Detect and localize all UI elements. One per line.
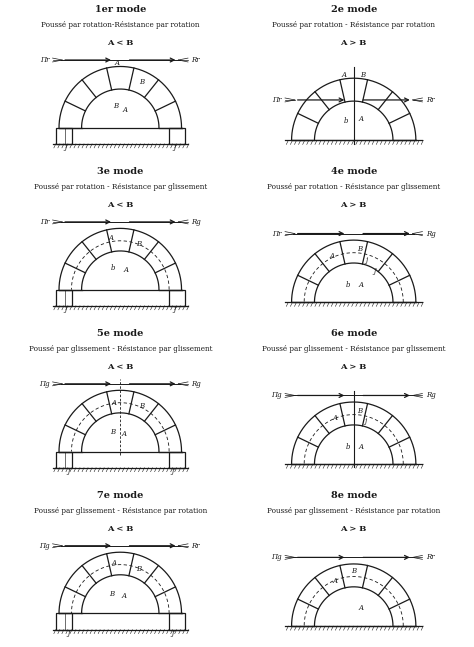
Text: A: A xyxy=(109,234,114,241)
Text: Rg: Rg xyxy=(191,380,201,388)
Bar xyxy=(56,613,65,630)
Text: A > B: A > B xyxy=(340,525,367,533)
Text: B: B xyxy=(136,239,141,248)
Bar xyxy=(169,452,185,468)
Text: Poussé par rotation-Résistance par rotation: Poussé par rotation-Résistance par rotat… xyxy=(41,21,200,28)
Text: 2e mode: 2e mode xyxy=(330,5,377,14)
Text: j: j xyxy=(67,467,69,475)
Text: A: A xyxy=(358,115,363,123)
Text: Poussé par glissement - Résistance par glissement: Poussé par glissement - Résistance par g… xyxy=(262,345,446,353)
Text: A: A xyxy=(122,592,127,600)
Text: b: b xyxy=(344,116,348,125)
Text: j': j' xyxy=(173,305,177,313)
Text: Rg: Rg xyxy=(426,391,436,399)
Text: b: b xyxy=(346,281,350,289)
Text: B: B xyxy=(113,102,118,111)
Text: A: A xyxy=(329,252,335,259)
Text: A: A xyxy=(358,443,363,450)
Text: j': j' xyxy=(374,267,377,275)
Bar xyxy=(56,127,65,144)
Text: Πg: Πg xyxy=(39,380,49,388)
Text: Rr: Rr xyxy=(426,553,434,562)
Text: Poussé par rotation - Résistance par glissement: Poussé par rotation - Résistance par gli… xyxy=(267,182,440,191)
Text: 6e mode: 6e mode xyxy=(330,329,377,338)
Bar xyxy=(56,613,72,630)
Text: Poussé par glissement - Résistance par rotation: Poussé par glissement - Résistance par r… xyxy=(267,507,440,514)
Bar xyxy=(56,452,72,468)
Text: A: A xyxy=(112,559,117,567)
Text: Poussé par rotation - Résistance par glissement: Poussé par rotation - Résistance par gli… xyxy=(34,182,207,191)
Text: j: j xyxy=(64,143,66,151)
Text: A > B: A > B xyxy=(340,39,367,47)
Bar xyxy=(169,613,185,630)
Text: Rg: Rg xyxy=(426,230,436,237)
Text: Πg: Πg xyxy=(39,542,49,550)
Text: A: A xyxy=(112,399,117,406)
Bar xyxy=(56,127,72,144)
Text: Πr: Πr xyxy=(272,96,282,104)
Text: A: A xyxy=(124,267,128,274)
Text: 4e mode: 4e mode xyxy=(330,168,377,177)
Text: A: A xyxy=(333,577,337,586)
Text: B: B xyxy=(351,567,356,575)
Text: B: B xyxy=(110,428,115,436)
Text: j: j xyxy=(67,629,69,637)
Text: Πg: Πg xyxy=(271,553,282,562)
Text: Πr: Πr xyxy=(40,218,49,226)
Text: B: B xyxy=(136,565,141,573)
Text: A < B: A < B xyxy=(107,525,134,533)
Text: b: b xyxy=(110,265,115,272)
Text: B: B xyxy=(139,78,144,86)
Text: A: A xyxy=(358,604,363,613)
Text: A < B: A < B xyxy=(107,363,134,371)
Text: 8e mode: 8e mode xyxy=(330,491,377,500)
Text: b: b xyxy=(346,443,350,450)
Text: A < B: A < B xyxy=(107,201,134,209)
Text: B: B xyxy=(361,71,365,79)
Bar xyxy=(169,127,185,144)
Text: 5e mode: 5e mode xyxy=(97,329,144,338)
Text: A: A xyxy=(122,430,127,438)
Text: B: B xyxy=(357,245,363,254)
Text: B: B xyxy=(357,408,363,415)
Text: Poussé par glissement - Résistance par rotation: Poussé par glissement - Résistance par r… xyxy=(34,507,207,514)
Text: j: j xyxy=(64,305,66,313)
Bar xyxy=(56,290,72,306)
Text: Πg: Πg xyxy=(271,391,282,399)
Text: A > B: A > B xyxy=(340,363,367,371)
Text: j': j' xyxy=(172,467,175,475)
Text: A: A xyxy=(358,281,363,289)
Text: j: j xyxy=(365,256,367,264)
Text: 1er mode: 1er mode xyxy=(95,5,146,14)
Text: Πr: Πr xyxy=(40,56,49,64)
Bar xyxy=(56,290,65,306)
Text: Rr: Rr xyxy=(426,96,434,104)
Bar xyxy=(169,290,185,306)
Bar xyxy=(56,452,65,468)
Text: B: B xyxy=(139,402,144,410)
Text: j': j' xyxy=(173,143,177,151)
Text: Πr: Πr xyxy=(272,230,282,237)
Text: A: A xyxy=(342,71,347,79)
Text: A: A xyxy=(333,413,337,422)
Text: A > B: A > B xyxy=(340,201,367,209)
Text: 3e mode: 3e mode xyxy=(97,168,144,177)
Text: Poussé par glissement - Résistance par glissement: Poussé par glissement - Résistance par g… xyxy=(28,345,212,353)
Text: j': j' xyxy=(172,629,175,637)
Text: B: B xyxy=(109,590,114,598)
Text: A: A xyxy=(115,60,120,67)
Text: Rg: Rg xyxy=(191,218,201,226)
Text: j: j xyxy=(364,417,366,424)
Text: A < B: A < B xyxy=(107,39,134,47)
Text: Rr: Rr xyxy=(191,542,200,550)
Text: A: A xyxy=(122,106,128,115)
Text: Poussé par rotation - Résistance par rotation: Poussé par rotation - Résistance par rot… xyxy=(272,21,435,28)
Text: Rr: Rr xyxy=(191,56,200,64)
Text: 7e mode: 7e mode xyxy=(97,491,144,500)
